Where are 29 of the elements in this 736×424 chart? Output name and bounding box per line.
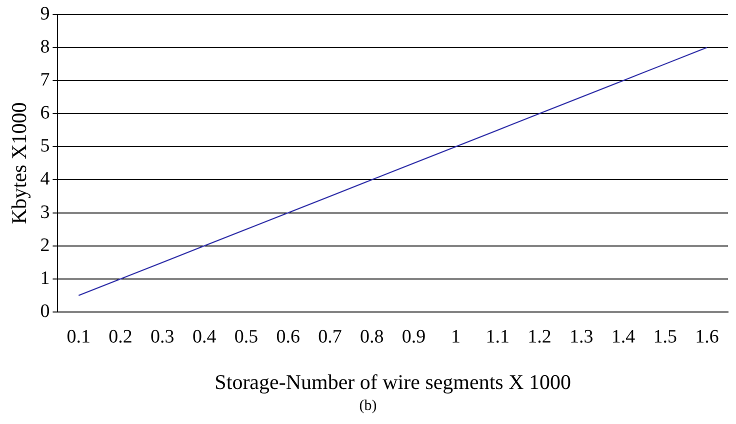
- y-tick-label: 0: [40, 300, 50, 322]
- y-tick-label: 8: [40, 36, 50, 58]
- x-tick-label: 1.5: [653, 326, 678, 348]
- x-axis-title: Storage-Number of wire segments X 1000: [214, 370, 572, 394]
- x-tick-label: 1: [450, 326, 460, 348]
- y-tick-label: 7: [40, 70, 50, 91]
- y-tick-label: 4: [40, 168, 50, 190]
- y-tick-label: 3: [40, 202, 50, 223]
- x-tick-label: 0.9: [402, 326, 426, 348]
- x-tick-label: 0.5: [234, 326, 258, 348]
- y-axis-title: Kbytes X1000: [7, 102, 32, 224]
- x-tick-label: 0.8: [360, 326, 384, 348]
- x-tick-label: 1.1: [486, 326, 510, 348]
- x-tick-label: 0.4: [192, 326, 217, 348]
- x-tick-label: 0.3: [150, 326, 174, 348]
- x-tick-label: 1.6: [695, 326, 719, 348]
- y-tick-label: 6: [40, 102, 50, 124]
- x-tick-label: 1.3: [569, 326, 594, 348]
- x-tick-label: 1.4: [611, 326, 636, 348]
- y-tick-label: 2: [40, 234, 50, 256]
- x-tick-label: 0.6: [276, 326, 300, 348]
- y-tick-label: 1: [40, 268, 50, 289]
- x-tick-label: 0.7: [318, 326, 342, 348]
- x-tick-label: 0.2: [108, 326, 132, 348]
- y-tick-label: 9: [40, 3, 50, 24]
- text: (b): [358, 398, 378, 415]
- x-tick-label: 1.2: [528, 326, 552, 348]
- x-tick-label: 0.1: [66, 326, 91, 348]
- y-tick-label: 5: [40, 136, 50, 157]
